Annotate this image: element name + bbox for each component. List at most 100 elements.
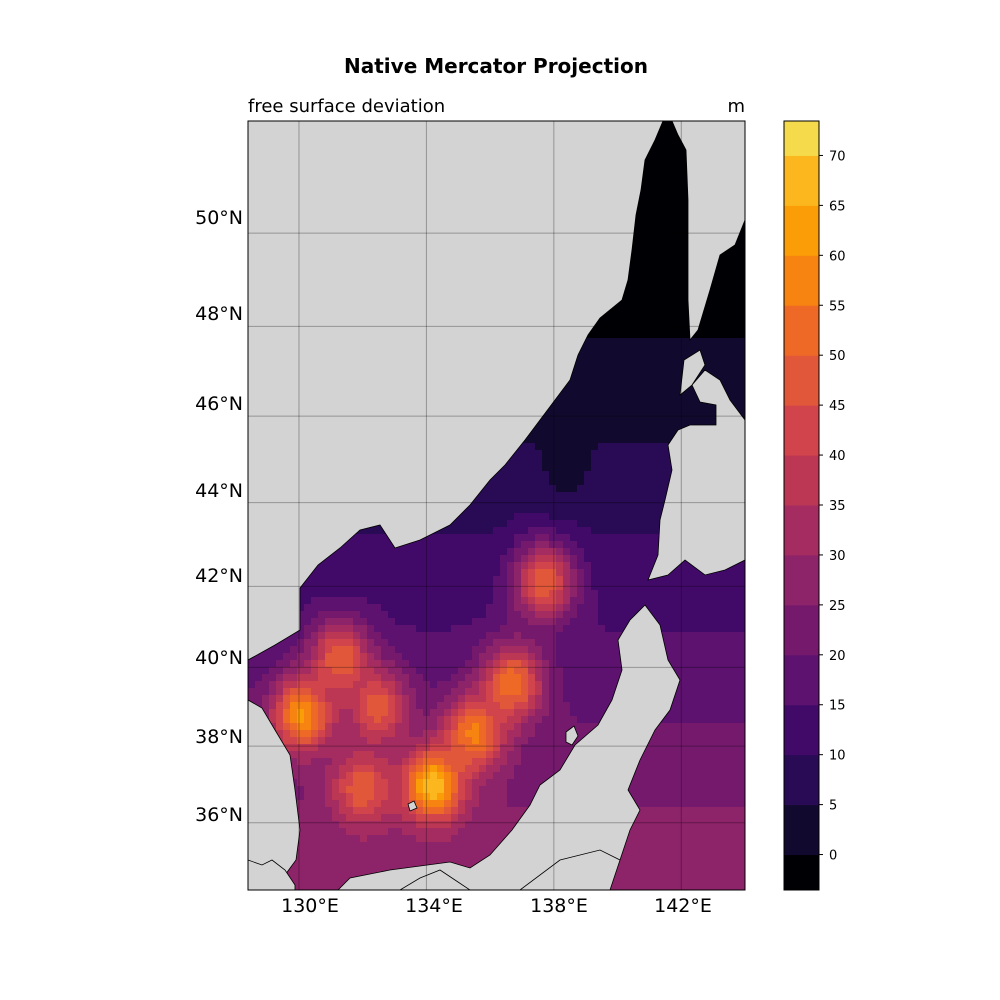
field-cell [353, 555, 361, 563]
field-cell [633, 289, 641, 297]
field-cell [444, 555, 452, 563]
field-cell [647, 471, 655, 479]
field-cell [584, 457, 592, 465]
field-cell [486, 590, 494, 598]
field-cell [367, 611, 375, 619]
field-cell [654, 422, 662, 430]
field-cell [619, 359, 627, 367]
field-cell [633, 387, 641, 395]
field-cell [738, 604, 745, 612]
field-cell [647, 527, 655, 535]
field-cell [675, 338, 683, 346]
field-cell [724, 303, 732, 311]
field-cell [661, 296, 669, 304]
field-cell [507, 485, 515, 493]
field-cell [738, 583, 745, 591]
field-cell [542, 436, 550, 444]
field-cell [640, 534, 648, 542]
field-cell [633, 520, 641, 528]
field-cell [710, 583, 718, 591]
field-cell [591, 359, 599, 367]
field-cell [577, 548, 585, 556]
field-cell [486, 492, 494, 500]
field-cell [479, 506, 487, 514]
field-cell [640, 513, 648, 521]
field-cell [570, 366, 578, 374]
field-cell [612, 534, 620, 542]
field-cell [577, 387, 585, 395]
field-cell [682, 352, 690, 360]
field-cell [661, 331, 669, 339]
field-cell [332, 562, 340, 570]
field-cell [640, 296, 648, 304]
field-cell [381, 576, 389, 584]
field-cell [486, 576, 494, 584]
field-cell [724, 604, 732, 612]
field-cell [591, 527, 599, 535]
field-cell [633, 506, 641, 514]
field-cell [619, 527, 627, 535]
field-cell [612, 443, 620, 451]
field-cell [689, 401, 697, 409]
field-cell [563, 429, 571, 437]
field-cell [647, 604, 655, 612]
field-cell [654, 359, 662, 367]
field-cell [738, 261, 745, 269]
field-cell [416, 569, 424, 577]
field-cell [451, 520, 459, 528]
field-cell [486, 555, 494, 563]
field-cell [647, 415, 655, 423]
field-cell [514, 457, 522, 465]
field-cell [416, 562, 424, 570]
field-cell [549, 513, 557, 521]
field-cell [661, 464, 669, 472]
field-cell [633, 394, 641, 402]
field-cell [612, 429, 620, 437]
field-cell [584, 436, 592, 444]
field-cell [612, 590, 620, 598]
field-cell [654, 401, 662, 409]
field-cell [535, 562, 543, 570]
field-cell [563, 485, 571, 493]
field-cell [535, 492, 543, 500]
field-cell [647, 261, 655, 269]
field-cell [675, 310, 683, 318]
field-cell [556, 527, 564, 535]
field-cell [528, 569, 536, 577]
field-cell [675, 142, 683, 150]
field-cell [703, 401, 711, 409]
field-cell [542, 520, 550, 528]
field-cell [381, 590, 389, 598]
field-cell [409, 569, 417, 577]
field-cell [654, 380, 662, 388]
field-cell [374, 562, 382, 570]
field-cell [703, 317, 711, 325]
field-cell [633, 485, 641, 493]
field-cell [640, 506, 648, 514]
field-cell [724, 317, 732, 325]
field-cell [563, 541, 571, 549]
field-cell [479, 534, 487, 542]
field-cell [668, 324, 676, 332]
field-cell [717, 268, 725, 276]
field-cell [325, 555, 333, 563]
field-cell [465, 534, 473, 542]
field-cell [402, 555, 410, 563]
field-cell [682, 387, 690, 395]
field-cell [682, 331, 690, 339]
field-cell [584, 597, 592, 605]
field-cell [549, 471, 557, 479]
field-cell [633, 436, 641, 444]
field-cell [598, 492, 606, 500]
field-cell [521, 527, 529, 535]
field-cell [605, 443, 613, 451]
field-cell [556, 401, 564, 409]
field-cell [675, 576, 683, 584]
map-area [248, 121, 745, 890]
field-cell [577, 471, 585, 479]
field-cell [486, 520, 494, 528]
field-cell [367, 604, 375, 612]
field-cell [717, 597, 725, 605]
field-cell [661, 366, 669, 374]
field-cell [682, 240, 690, 248]
